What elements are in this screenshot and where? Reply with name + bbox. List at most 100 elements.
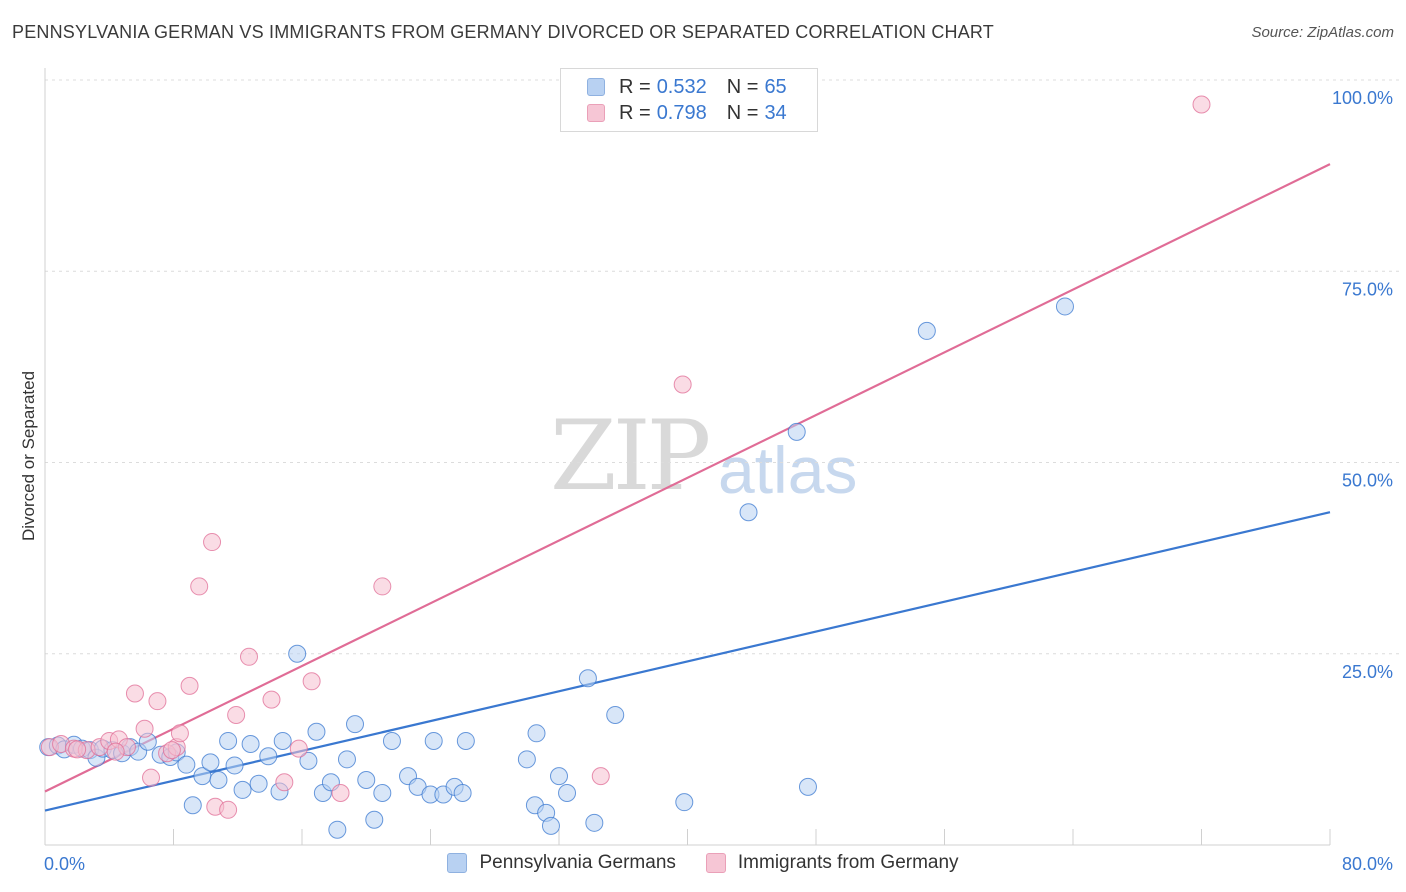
point-pennsylvania-germans [578, 669, 597, 688]
point-pennsylvania-germans [288, 644, 307, 663]
point-pennsylvania-germans [241, 735, 260, 754]
legend-swatch-pink [705, 853, 726, 873]
grid-lines [45, 79, 1400, 655]
legend-swatch-blue [447, 853, 468, 873]
point-immigrants-from-germany [125, 684, 144, 703]
point-pennsylvania-germans [233, 780, 252, 799]
point-pennsylvania-germans [249, 774, 268, 793]
point-immigrants-from-germany [190, 577, 209, 596]
trend-line-immigrants-from-germany [44, 163, 1331, 793]
point-pennsylvania-germans [219, 731, 238, 750]
point-pennsylvania-germans [259, 747, 278, 766]
point-immigrants-from-germany [262, 690, 281, 709]
x-tick-label-max: 80.0% [1342, 854, 1393, 874]
point-immigrants-from-germany [275, 773, 294, 792]
point-immigrants-from-germany [373, 577, 392, 596]
y-tick-label: 50.0% [1342, 471, 1393, 491]
watermark-zip: ZIP [550, 400, 711, 512]
legend-n-label: N = [726, 75, 759, 98]
point-pennsylvania-germans [453, 783, 472, 802]
point-immigrants-from-germany [148, 692, 167, 711]
point-pennsylvania-germans [346, 715, 365, 734]
legend-series-name: Immigrants from Germany [737, 852, 959, 873]
point-immigrants-from-germany [106, 742, 125, 761]
point-pennsylvania-germans [606, 705, 625, 724]
legend-item-pennsylvania-germans: Pennsylvania Germans [447, 852, 676, 874]
point-pennsylvania-germans [299, 751, 318, 770]
point-pennsylvania-germans [798, 777, 817, 796]
point-pennsylvania-germans [739, 503, 758, 522]
trend-lines [44, 163, 1331, 812]
point-immigrants-from-germany [203, 533, 222, 552]
legend-item-immigrants-from-germany: Immigrants from Germany [705, 852, 959, 874]
point-pennsylvania-germans [209, 770, 228, 789]
point-immigrants-from-germany [135, 719, 154, 738]
legend-r-label: R = [619, 101, 651, 124]
point-pennsylvania-germans [328, 820, 347, 839]
watermark-atlas: atlas [718, 433, 858, 507]
series-legend: Pennsylvania Germans Immigrants from Ger… [0, 852, 1406, 874]
point-pennsylvania-germans [424, 731, 443, 750]
point-pennsylvania-germans [675, 793, 694, 812]
correlation-legend: R = 0.532 N = 65 R = 0.798 N = 34 [560, 68, 818, 132]
legend-r-value: 0.532 [656, 75, 707, 98]
point-immigrants-from-germany [227, 705, 246, 724]
point-pennsylvania-germans [373, 783, 392, 802]
point-pennsylvania-germans [273, 731, 292, 750]
y-axis-label: Divorced or Separated [19, 371, 38, 541]
trend-line-pennsylvania-germans [44, 511, 1331, 812]
point-immigrants-from-germany [591, 767, 610, 786]
legend-n-value: 65 [764, 75, 787, 98]
data-points [39, 95, 1211, 839]
tick-labels: 25.0% 50.0% 75.0% 100.0% 0.0% 80.0% [44, 88, 1393, 874]
y-tick-label: 25.0% [1342, 662, 1393, 682]
point-immigrants-from-germany [1192, 95, 1211, 114]
point-pennsylvania-germans [382, 731, 401, 750]
legend-n-value: 34 [764, 101, 787, 124]
point-pennsylvania-germans [177, 755, 196, 774]
legend-n-label: N = [726, 101, 759, 124]
point-pennsylvania-germans [225, 756, 244, 775]
point-pennsylvania-germans [558, 783, 577, 802]
point-immigrants-from-germany [219, 800, 238, 819]
legend-swatch-blue [587, 78, 605, 96]
legend-swatch-pink [587, 104, 605, 122]
legend-row-immigrants-from-germany: R = 0.798 N = 34 [587, 101, 793, 125]
source-credit: Source: ZipAtlas.com [1251, 24, 1394, 41]
point-pennsylvania-germans [585, 813, 604, 832]
point-pennsylvania-germans [541, 816, 560, 835]
point-pennsylvania-germans [787, 422, 806, 441]
point-immigrants-from-germany [673, 375, 692, 394]
point-pennsylvania-germans [527, 724, 546, 743]
point-immigrants-from-germany [331, 783, 350, 802]
point-immigrants-from-germany [239, 647, 258, 666]
point-pennsylvania-germans [456, 731, 475, 750]
legend-row-pennsylvania-germans: R = 0.532 N = 65 [587, 75, 793, 99]
point-pennsylvania-germans [517, 750, 536, 769]
y-tick-label: 100.0% [1332, 88, 1393, 108]
y-tick-label: 75.0% [1342, 279, 1393, 299]
point-pennsylvania-germans [357, 770, 376, 789]
point-immigrants-from-germany [162, 741, 181, 760]
point-pennsylvania-germans [550, 767, 568, 786]
point-immigrants-from-germany [170, 724, 189, 743]
point-pennsylvania-germans [201, 753, 220, 772]
legend-r-label: R = [619, 75, 651, 98]
chart-title: PENNSYLVANIA GERMAN VS IMMIGRANTS FROM G… [12, 22, 995, 42]
point-pennsylvania-germans [917, 321, 936, 340]
point-pennsylvania-germans [307, 722, 326, 741]
legend-series-name: Pennsylvania Germans [479, 852, 676, 873]
point-immigrants-from-germany [302, 672, 321, 691]
point-pennsylvania-germans [1055, 297, 1074, 316]
point-immigrants-from-germany [289, 739, 308, 758]
legend-r-value: 0.798 [656, 101, 707, 124]
point-immigrants-from-germany [180, 676, 199, 695]
point-pennsylvania-germans [183, 796, 202, 815]
point-immigrants-from-germany [68, 740, 87, 759]
point-pennsylvania-germans [337, 750, 356, 769]
point-pennsylvania-germans [365, 810, 384, 829]
x-tick-label-min: 0.0% [44, 854, 85, 874]
axes [44, 68, 1331, 846]
point-immigrants-from-germany [142, 768, 161, 787]
